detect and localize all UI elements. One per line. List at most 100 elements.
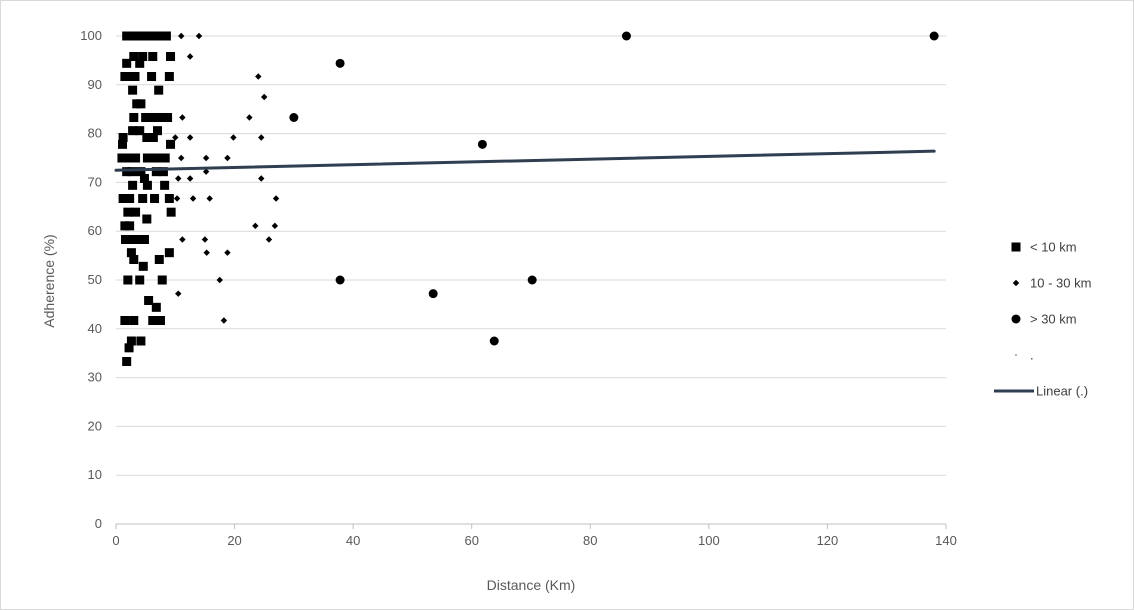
data-point-series-0: [136, 99, 146, 109]
data-point-series-0: [142, 180, 152, 190]
data-point-series-0: [148, 51, 158, 61]
y-tick-label: 60: [88, 223, 102, 238]
data-point-series-0: [129, 112, 139, 122]
data-point-series-1: [252, 222, 259, 230]
data-point-series-0: [157, 275, 167, 285]
data-point-series-1: [216, 276, 223, 284]
data-point-series-0: [128, 126, 138, 136]
y-tick-label: 20: [88, 418, 102, 433]
data-point-series-1: [261, 93, 268, 101]
data-point-series-0: [135, 275, 145, 285]
data-point-series-1: [186, 134, 194, 141]
data-point-series-0: [118, 139, 128, 149]
data-point-series-1: [189, 195, 197, 202]
data-point-series-1: [246, 114, 253, 121]
y-tick-label: 100: [80, 28, 102, 43]
data-point-series-0: [151, 302, 161, 312]
data-point-series-0: [124, 343, 134, 353]
data-point-series-0: [120, 221, 130, 231]
data-point-series-0: [129, 51, 139, 61]
data-point-series-0: [128, 85, 138, 95]
data-point-series-0: [153, 126, 162, 136]
data-point-series-1: [206, 195, 213, 202]
data-point-series-0: [123, 207, 133, 217]
legend-marker-series-3: [1015, 354, 1017, 356]
data-point-series-2: [289, 112, 299, 122]
data-point-series-1: [203, 249, 210, 256]
data-point-series-0: [122, 58, 132, 68]
data-point-series-2: [527, 275, 537, 285]
data-point-series-0: [135, 58, 145, 68]
data-point-series-0: [136, 167, 146, 177]
y-tick-label: 40: [88, 321, 102, 336]
data-point-series-0: [132, 234, 142, 244]
data-point-series-0: [148, 133, 158, 143]
legend-marker-series-2: [1011, 314, 1021, 324]
data-point-series-0: [154, 153, 164, 163]
x-tick-label: 20: [227, 533, 241, 548]
data-point-series-2: [335, 58, 345, 68]
data-point-series-1: [201, 236, 209, 243]
data-point-series-1: [179, 114, 186, 121]
data-point-series-0: [154, 255, 164, 265]
data-point-series-0: [148, 316, 158, 326]
y-axis-ticks: 0 10 20 30 40 50 60 70 80 90 100: [80, 28, 102, 531]
data-point-series-0: [164, 72, 174, 82]
data-point-series-0: [122, 356, 132, 366]
data-point-series-0: [147, 72, 157, 82]
data-point-series-0: [150, 153, 160, 163]
data-point-series-0: [164, 194, 174, 204]
data-point-series-0: [117, 153, 127, 163]
data-point-series-0: [163, 112, 173, 122]
y-tick-label: 30: [88, 370, 102, 385]
data-point-series-1: [258, 175, 265, 182]
data-point-series-0: [123, 275, 133, 285]
y-tick-label: 90: [88, 77, 102, 92]
legend-marker-series-0: [1011, 242, 1021, 252]
data-point-series-0: [118, 133, 128, 143]
data-point-series-0: [144, 295, 154, 305]
data-point-series-1: [175, 175, 182, 182]
x-tick-label: 100: [698, 533, 720, 548]
data-point-series-0: [158, 167, 168, 177]
data-point-series-0: [161, 31, 171, 41]
data-point-series-2: [929, 31, 939, 41]
data-point-series-0: [120, 234, 130, 244]
data-point-series-0: [120, 316, 130, 326]
y-axis-title: Adherence (%): [41, 234, 57, 327]
data-point-series-0: [166, 51, 176, 61]
data-point-series-0: [142, 133, 152, 143]
data-point-series-0: [160, 180, 170, 190]
data-point-series-1: [255, 73, 262, 80]
data-point-series-2: [489, 336, 499, 346]
data-point-series-1: [202, 168, 210, 175]
data-point-series-1: [265, 236, 273, 243]
x-axis-ticks: 0 20 40 60 80 100 120 140: [112, 533, 956, 548]
data-point-series-1: [272, 195, 280, 202]
data-point-series-0: [141, 112, 151, 122]
legend-marker-series-1: [1012, 279, 1020, 287]
data-point-series-0: [123, 153, 133, 163]
data-point-series-1: [179, 236, 186, 243]
data-point-series-2: [621, 31, 631, 41]
y-tick-label: 70: [88, 174, 102, 189]
y-tick-label: 10: [88, 467, 102, 482]
data-point-series-0: [154, 112, 164, 122]
data-point-series-0: [131, 207, 141, 217]
x-tick-label: 120: [817, 533, 839, 548]
y-tick-label: 80: [88, 126, 102, 141]
data-point-series-0: [122, 167, 132, 177]
data-point-series-0: [125, 221, 135, 231]
data-point-series-0: [127, 167, 137, 177]
data-point-series-0: [142, 153, 152, 163]
data-point-series-0: [135, 126, 145, 136]
legend-label: Linear (.): [1036, 384, 1088, 399]
y-tick-label: 0: [95, 516, 102, 531]
data-point-series-0: [120, 72, 130, 82]
data-point-series-0: [129, 255, 139, 265]
data-point-series-0: [155, 316, 165, 326]
data-point-series-0: [131, 153, 141, 163]
data-point-series-1: [258, 134, 265, 141]
x-tick-label: 140: [935, 533, 957, 548]
